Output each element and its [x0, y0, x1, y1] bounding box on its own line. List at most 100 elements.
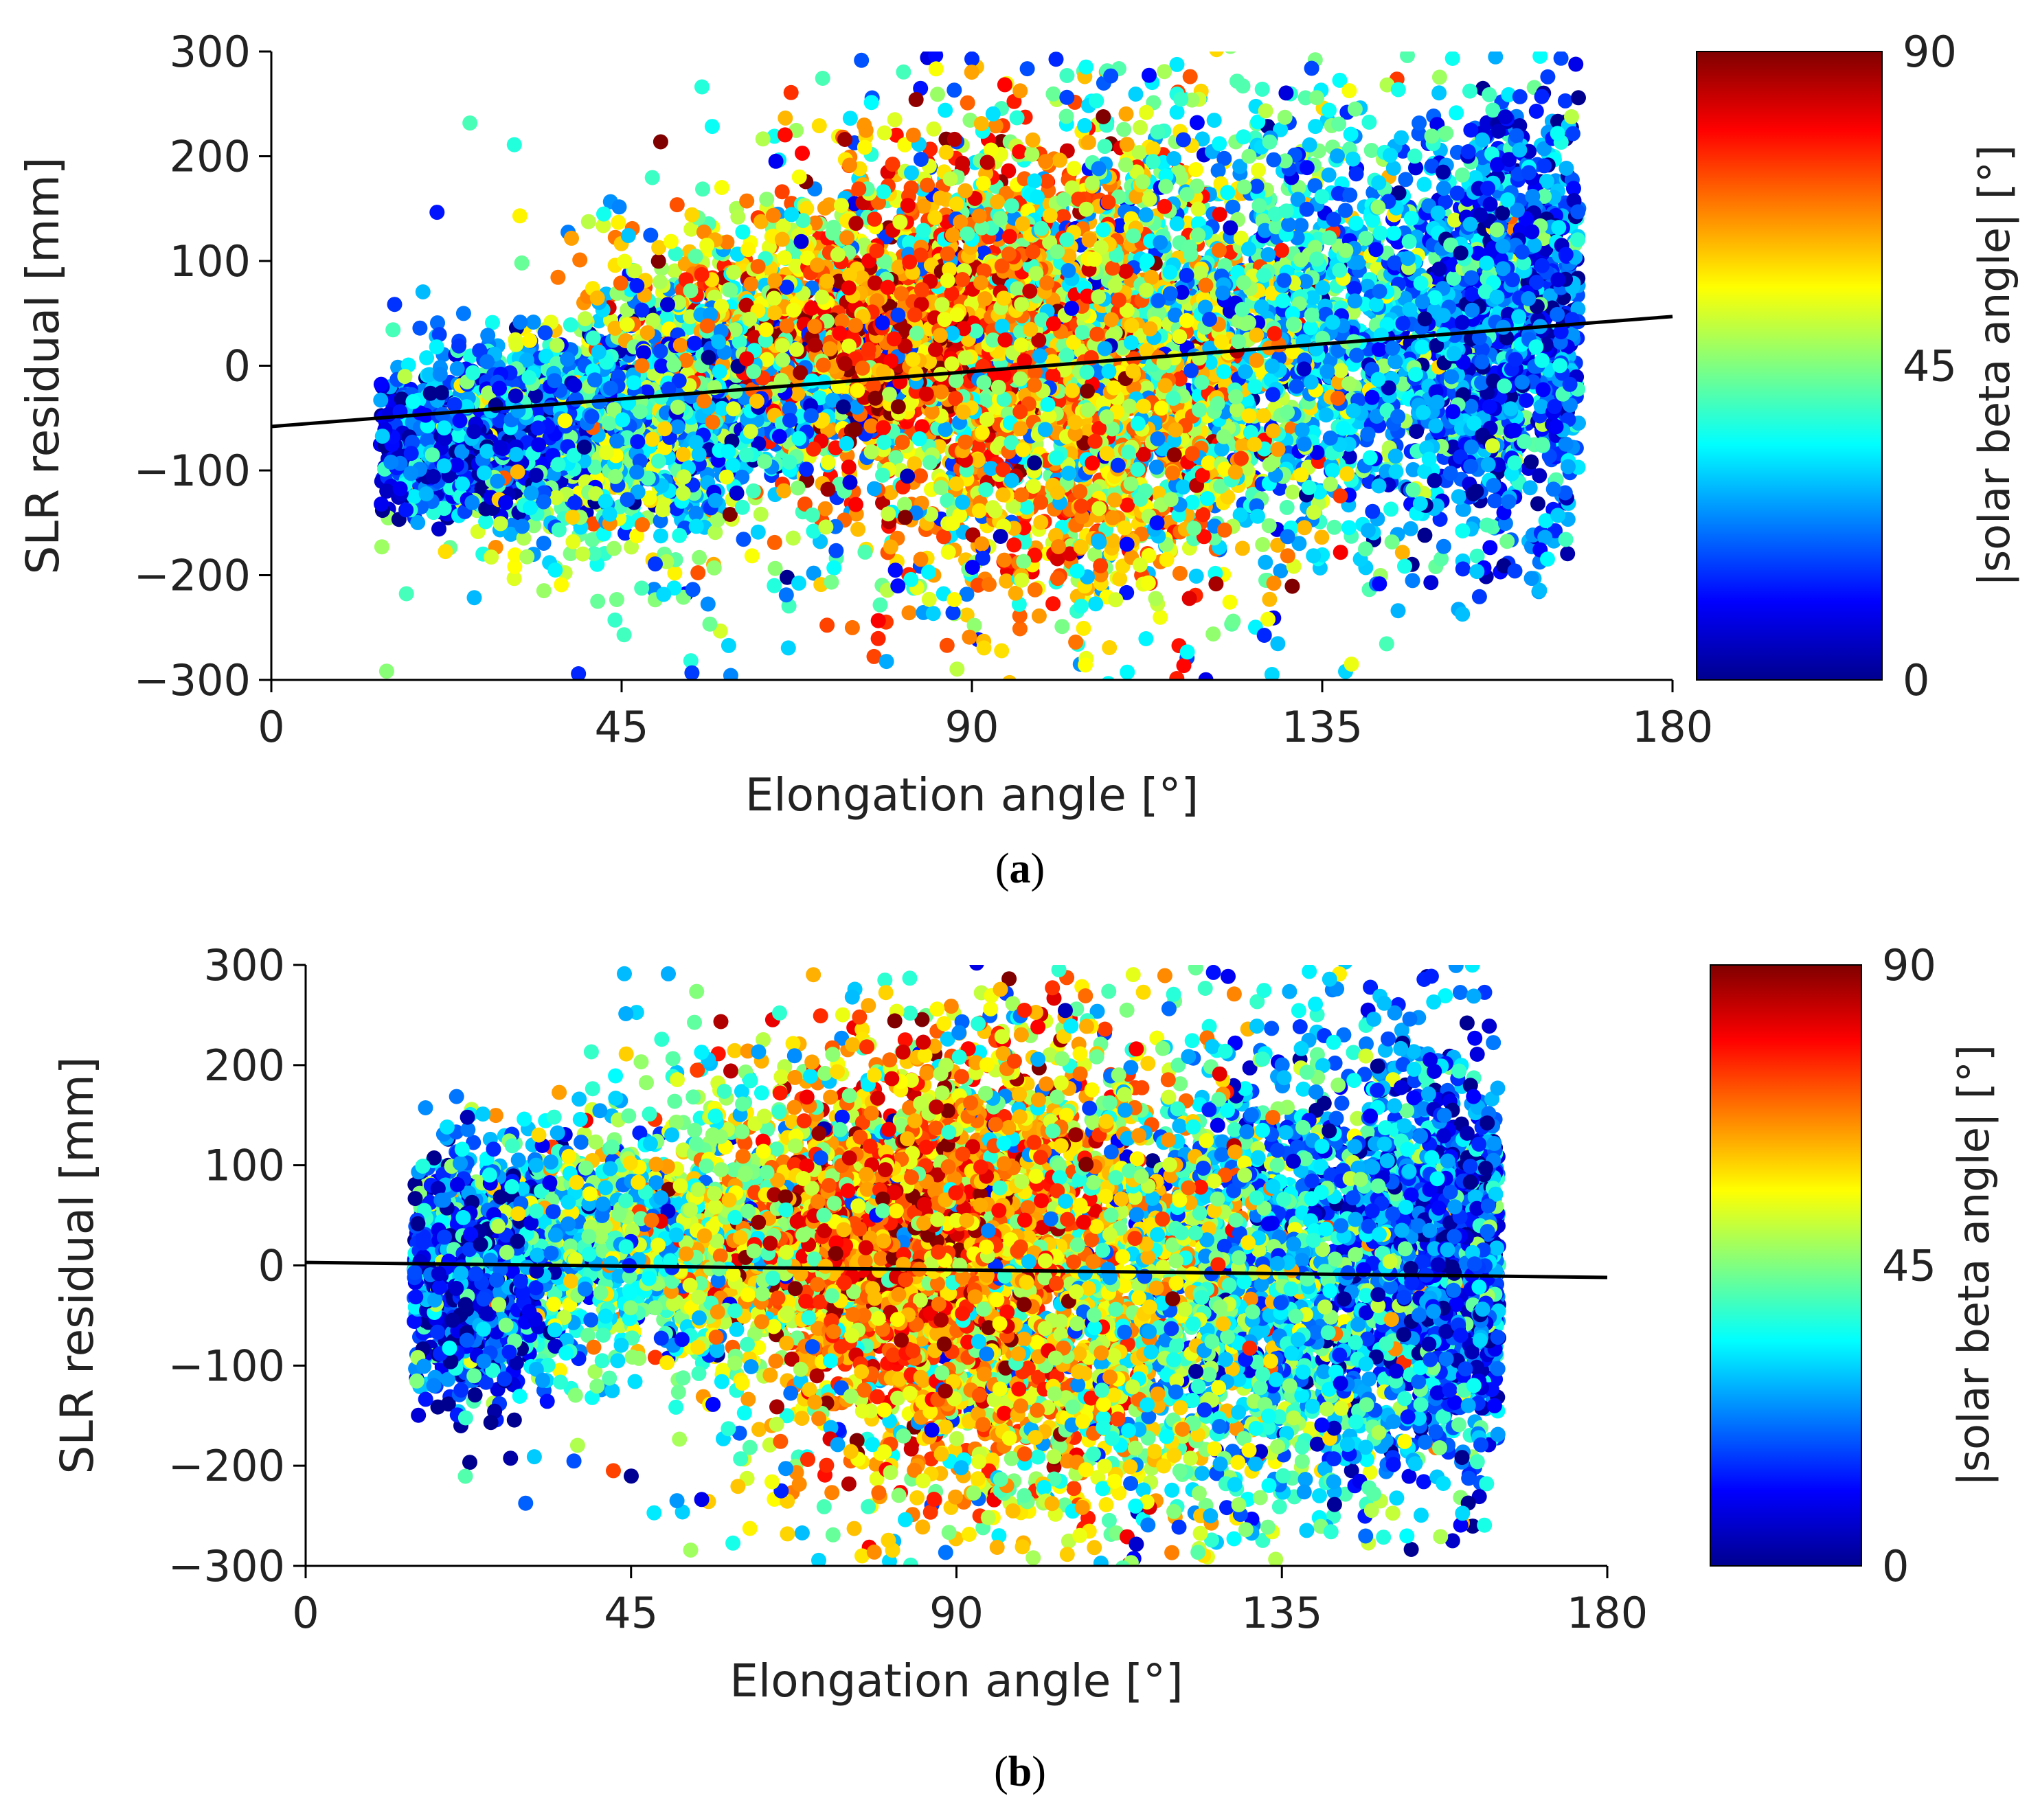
data-point [1169, 104, 1185, 120]
data-point [1390, 603, 1406, 619]
data-point [1222, 594, 1238, 610]
data-point [1258, 554, 1273, 570]
data-point [1270, 636, 1286, 652]
data-point [739, 193, 755, 209]
data-point [688, 249, 703, 264]
data-point [1405, 462, 1421, 477]
data-point [1379, 636, 1394, 652]
data-point [667, 263, 683, 279]
data-point [1138, 631, 1154, 646]
data-point [988, 118, 1004, 134]
data-point [997, 77, 1012, 93]
data-point [1469, 548, 1485, 564]
data-point [514, 255, 530, 271]
data-point [876, 125, 892, 141]
data-point [1264, 667, 1280, 680]
data-point [735, 224, 751, 240]
data-point [999, 573, 1015, 589]
data-point [774, 184, 790, 200]
data-point [1002, 674, 1017, 680]
data-point [817, 501, 833, 516]
data-point [1308, 119, 1324, 135]
data-point [1326, 519, 1342, 535]
data-point [1532, 52, 1548, 64]
data-point [744, 548, 760, 564]
data-point [572, 252, 588, 268]
data-point [850, 521, 866, 537]
data-point [536, 536, 552, 551]
data-point [1431, 69, 1447, 85]
data-point [780, 640, 796, 656]
data-point [887, 562, 903, 578]
scatter-points [372, 52, 1587, 680]
data-point [1225, 52, 1236, 54]
data-point [1438, 126, 1454, 141]
data-point [936, 529, 951, 545]
data-point [694, 79, 710, 95]
data-point [1012, 621, 1028, 637]
data-point [1482, 540, 1498, 556]
data-point [791, 169, 807, 185]
data-point [1052, 152, 1067, 168]
data-point [506, 571, 522, 587]
data-point [1209, 52, 1224, 58]
data-point [1553, 52, 1569, 66]
data-point [1523, 454, 1539, 470]
data-point [507, 559, 523, 575]
data-point [1365, 503, 1381, 519]
data-point [1169, 56, 1185, 72]
data-point [1138, 104, 1154, 120]
data-point [1031, 608, 1047, 624]
data-point [1444, 52, 1460, 66]
data-point [888, 127, 904, 143]
data-point [563, 546, 578, 562]
data-point [1403, 521, 1418, 536]
data-point [780, 569, 795, 585]
data-point [1273, 122, 1289, 137]
data-point [580, 214, 596, 229]
data-point [1236, 129, 1251, 145]
data-point [707, 525, 723, 541]
data-point [1405, 573, 1420, 589]
data-point [683, 221, 699, 237]
data-point [1101, 676, 1115, 680]
data-point [736, 532, 751, 547]
data-point [795, 146, 810, 161]
data-point [485, 315, 500, 330]
data-point [378, 663, 394, 679]
data-point [1059, 68, 1075, 83]
data-point [1530, 496, 1545, 512]
data-point [1449, 105, 1464, 121]
data-point [1112, 571, 1128, 587]
data-point [938, 102, 953, 118]
data-point [650, 253, 666, 269]
data-point [1557, 93, 1573, 109]
data-point [653, 528, 668, 544]
data-point [854, 52, 870, 68]
data-point [1189, 115, 1205, 130]
data-point [669, 197, 685, 213]
data-point [750, 524, 766, 540]
data-point [700, 596, 716, 612]
data-point [901, 605, 917, 621]
data-point [1560, 546, 1576, 562]
data-point [1188, 568, 1204, 584]
data-point [785, 530, 801, 546]
data-point [947, 82, 962, 98]
data-point [536, 583, 552, 599]
data-point [828, 543, 844, 558]
data-point [960, 95, 975, 111]
data-point [815, 71, 830, 86]
data-point [1153, 609, 1168, 625]
data-point [1048, 52, 1064, 67]
data-point [590, 593, 606, 609]
data-point [783, 84, 799, 100]
data-point [653, 134, 668, 150]
data-point [1363, 143, 1379, 158]
data-point [1278, 85, 1294, 101]
data-point [1251, 162, 1266, 178]
data-point [1194, 131, 1210, 147]
data-point [1212, 136, 1227, 152]
